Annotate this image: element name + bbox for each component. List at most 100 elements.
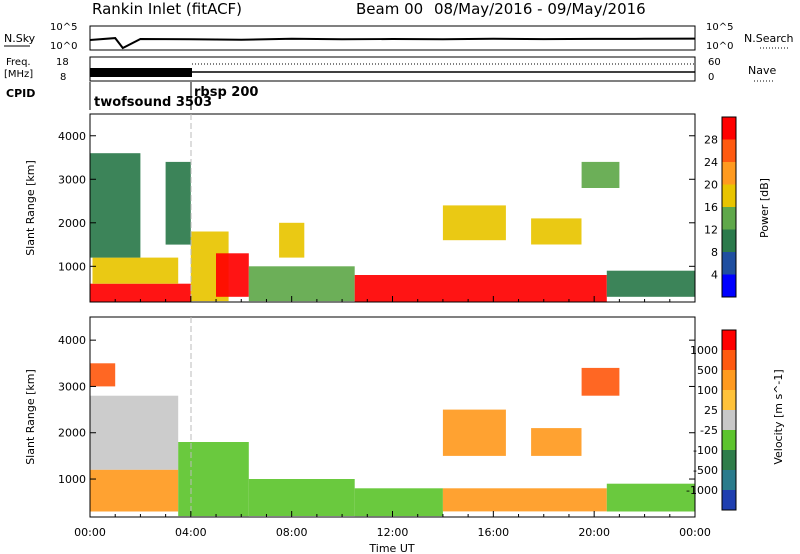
velocity-colorbar-tick-5: -100 [693, 444, 718, 457]
velocity-colorbar-segment-1 [722, 470, 736, 490]
heatmap-patch-1 [92, 257, 179, 284]
heatmap-patch-8 [354, 275, 607, 302]
velocity-y-label: Slant Range [km] [24, 369, 37, 465]
heatmap-patch-7 [442, 409, 506, 456]
heatmap-patch-5 [354, 488, 443, 517]
power-y-label: Slant Range [km] [24, 160, 37, 256]
freq-left-tick-top: 18 [56, 57, 69, 68]
noise-sky-trace [89, 37, 696, 50]
x-tick-label-1: 04:00 [175, 526, 207, 539]
power-colorbar-segment-4 [722, 184, 736, 207]
power-y-ticks: 1000 2000 3000 4000 [58, 130, 695, 273]
velocity-x-ticks [89, 511, 696, 517]
power-colorbar-tick-5: 24 [704, 156, 718, 169]
velocity-colorbar-segment-7 [722, 350, 736, 370]
heatmap-patch-10 [531, 218, 582, 245]
heatmap-patch-6 [442, 488, 607, 512]
velocity-colorbar-segment-6 [722, 370, 736, 390]
nave-right-tick-top: 60 [708, 57, 721, 68]
heatmap-patch-5 [216, 253, 249, 297]
x-tick-label-4: 16:00 [477, 526, 509, 539]
cpid-program-1: twofsound 3503 [94, 95, 212, 110]
velocity-colorbar-segment-5 [722, 390, 736, 410]
velocity-colorbar-segment-2 [722, 450, 736, 470]
nave-right-label: Nave [748, 64, 776, 77]
beam-label: Beam 00 [356, 0, 423, 18]
velocity-colorbar-tick-1: 500 [697, 364, 718, 377]
heatmap-patch-2 [90, 153, 141, 258]
power-colorbar-tick-4: 20 [704, 179, 718, 192]
x-tick-label-3: 12:00 [377, 526, 409, 539]
heatmap-patch-1 [90, 395, 179, 470]
freq-left-tick-bottom: 8 [60, 72, 66, 83]
velocity-colorbar-tick-7: -1000 [686, 484, 718, 497]
velocity-colorbar-tick-6: -500 [693, 464, 718, 477]
heatmap-patch-7 [279, 222, 305, 258]
noise-right-label: N.Search [744, 32, 794, 45]
radar-title: Rankin Inlet (fitACF) [92, 0, 242, 18]
freq-trace-twofsound [90, 68, 192, 77]
velocity-colorbar: 1000 500 100 25 -25 -100 -500 -1000 [686, 329, 737, 511]
velocity-colorbar-segment-3 [722, 430, 736, 450]
velocity-colorbar-segment-4 [722, 410, 736, 430]
cpid-program-2: rbsp 200 [194, 85, 258, 100]
heatmap-patch-12 [606, 270, 695, 297]
velocity-y-ticks: 1000 2000 3000 4000 [58, 334, 695, 486]
power-ytick-label-1: 2000 [58, 217, 86, 230]
velocity-colorbar-tick-4: -25 [700, 424, 718, 437]
power-colorbar-segment-5 [722, 162, 736, 185]
power-ytick-label-3: 4000 [58, 130, 86, 143]
power-colorbar-tick-1: 8 [711, 246, 718, 259]
power-colorbar-segment-3 [722, 207, 736, 230]
cpid-label: CPID [6, 87, 35, 100]
x-tick-label-5: 20:00 [578, 526, 610, 539]
power-ytick-label-0: 1000 [58, 260, 86, 273]
power-colorbar-tick-0: 4 [711, 269, 718, 282]
freq-left-label-2: [MHz] [4, 69, 33, 80]
heatmap-patch-9 [581, 367, 620, 396]
heatmap-patch-8 [531, 428, 582, 456]
heatmap-patch-3 [178, 442, 249, 517]
power-colorbar-segment-6 [722, 139, 736, 162]
power-ytick-label-2: 3000 [58, 173, 86, 186]
power-colorbar-segment-1 [722, 252, 736, 275]
heatmap-patch-0 [90, 363, 116, 387]
date-range: 08/May/2016 - 09/May/2016 [434, 0, 646, 18]
velocity-ytick-label-2: 3000 [58, 380, 86, 393]
velocity-ytick-label-1: 2000 [58, 427, 86, 440]
power-colorbar-tick-6: 28 [704, 134, 718, 147]
heatmap-patch-4 [248, 479, 355, 516]
heatmap-patch-10 [606, 483, 695, 512]
x-tick-label-6: 00:00 [679, 526, 711, 539]
velocity-ytick-label-3: 4000 [58, 334, 86, 347]
heatmap-patch-11 [581, 161, 620, 188]
noise-series-line [89, 37, 696, 50]
velocity-colorbar-tick-0: 1000 [690, 344, 718, 357]
freq-left-label-1: Freq. [6, 57, 31, 68]
power-colorbar-tick-2: 12 [704, 224, 718, 237]
power-colorbar-label: Power [dB] [758, 178, 771, 238]
x-tick-labels: 00:00 04:00 08:00 12:00 16:00 20:00 00:00 [74, 526, 711, 539]
x-tick-label-0: 00:00 [74, 526, 106, 539]
power-colorbar-segment-7 [722, 117, 736, 140]
noise-left-tick-top: 10^5 [50, 22, 77, 33]
heatmap-patch-0 [90, 283, 191, 302]
velocity-colorbar-label: Velocity [m s^-1] [772, 369, 785, 464]
heatmap-patch-2 [90, 469, 179, 512]
power-colorbar-segment-2 [722, 229, 736, 252]
velocity-heatmap [90, 363, 695, 517]
velocity-colorbar-tick-3: 25 [704, 404, 718, 417]
power-heatmap [90, 153, 695, 302]
x-tick-label-2: 08:00 [276, 526, 308, 539]
heatmap-patch-9 [442, 205, 506, 241]
noise-panel-frame [89, 25, 696, 51]
velocity-ytick-label-0: 1000 [58, 473, 86, 486]
power-x-ticks [89, 296, 696, 302]
heatmap-patch-3 [165, 161, 191, 245]
x-axis-label: Time UT [368, 542, 414, 554]
velocity-colorbar-segment-0 [722, 490, 736, 510]
noise-right-tick-top: 10^5 [706, 22, 733, 33]
velocity-colorbar-segment-8 [722, 330, 736, 350]
noise-left-label: N.Sky [4, 32, 36, 45]
